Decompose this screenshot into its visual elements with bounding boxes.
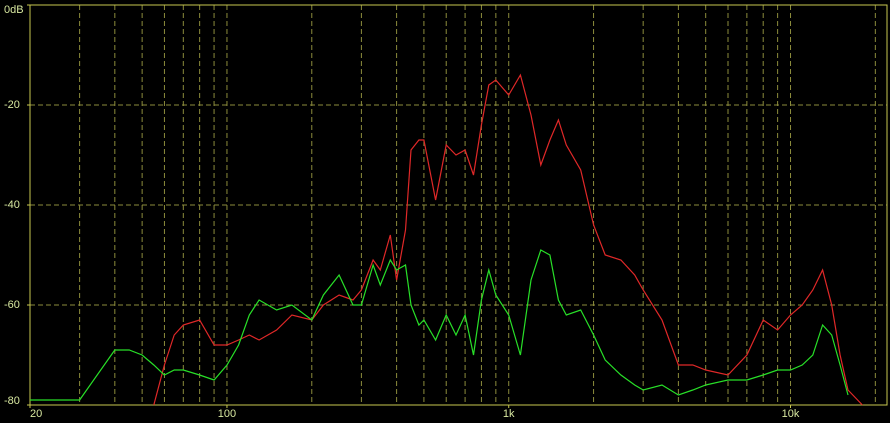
x-tick-label: 1k bbox=[503, 408, 515, 420]
series-line bbox=[153, 73, 863, 406]
x-tick-label: 10k bbox=[782, 408, 800, 420]
y-tick-label: -80 bbox=[4, 395, 20, 407]
y-tick-label: -40 bbox=[4, 199, 20, 211]
y-tick-label: -60 bbox=[4, 299, 20, 311]
x-tick-label: 20 bbox=[30, 408, 42, 420]
x-tick-label: 100 bbox=[218, 408, 236, 420]
series-line bbox=[30, 249, 849, 401]
y-tick-label: 0dB bbox=[4, 4, 24, 16]
y-tick-label: -20 bbox=[4, 99, 20, 111]
